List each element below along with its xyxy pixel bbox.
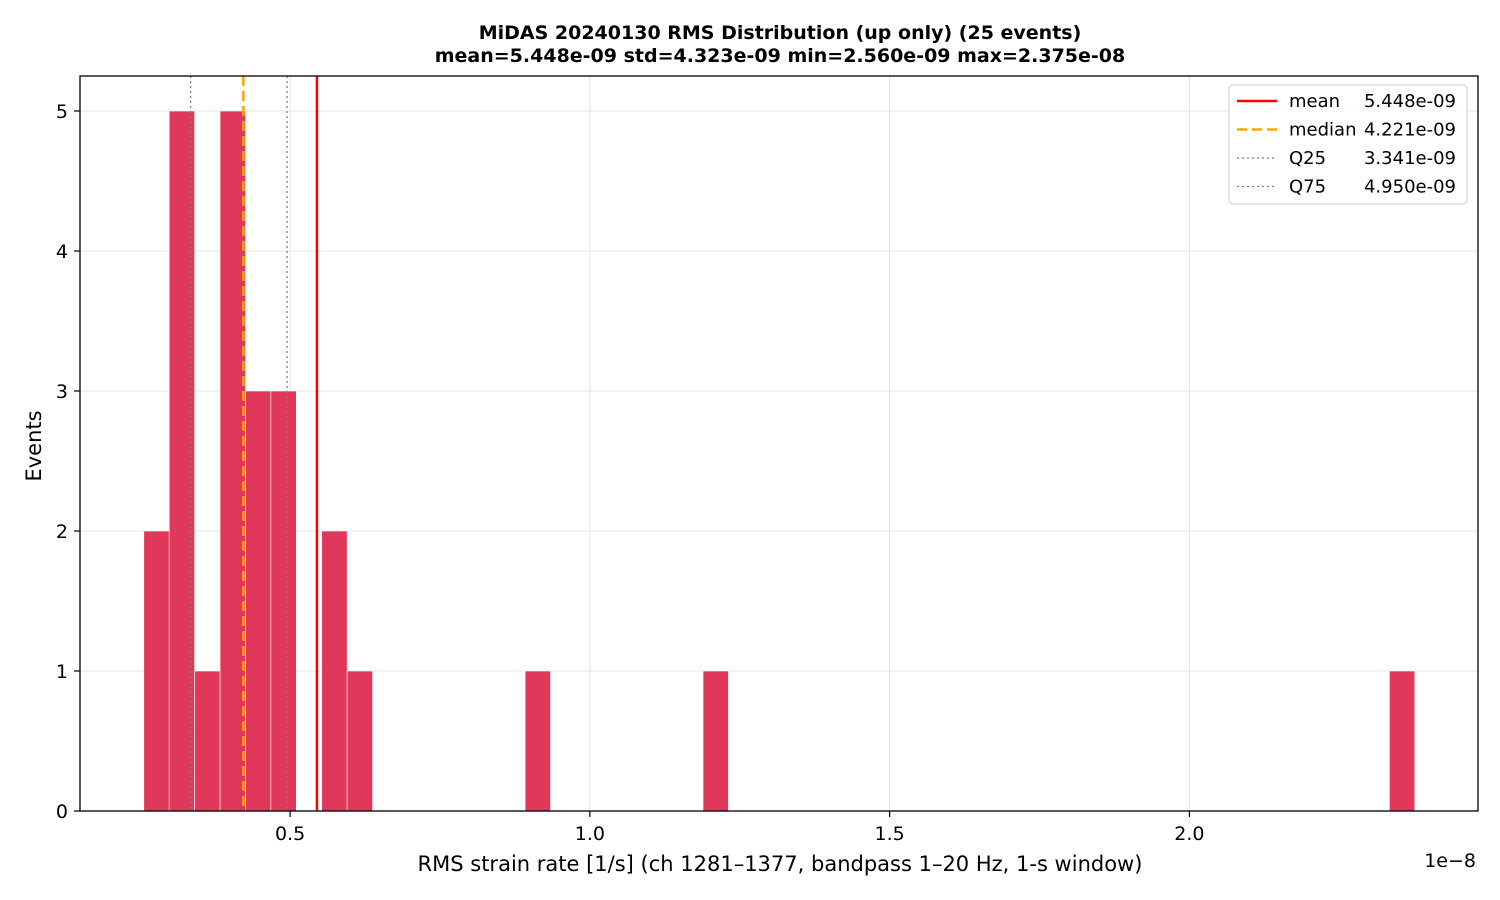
legend-value-mean: 5.448e-09 (1364, 91, 1456, 112)
histogram-bar (346, 670, 373, 812)
y-tick-label: 0 (56, 801, 68, 823)
y-tick-label: 5 (56, 101, 68, 123)
histogram-bar (194, 670, 221, 812)
histogram-bar (1389, 670, 1416, 812)
histogram-bar (219, 110, 246, 812)
legend-value-median: 4.221e-09 (1364, 120, 1456, 141)
x-axis-ticks: 0.5 1.0 1.5 2.0 (275, 811, 1204, 845)
y-tick-label: 4 (56, 241, 68, 263)
y-axis-label: Events (22, 410, 46, 481)
y-tick-label: 3 (56, 381, 68, 403)
x-tick-label: 2.0 (1174, 823, 1204, 845)
legend-label-median: median (1289, 120, 1356, 141)
chart-subtitle: mean=5.448e-09 std=4.323e-09 min=2.560e-… (435, 45, 1126, 67)
legend-value-Q75: 4.950e-09 (1364, 177, 1456, 198)
x-axis-label: RMS strain rate [1/s] (ch 1281–1377, ban… (418, 852, 1143, 876)
x-axis-offset-label: 1e−8 (1424, 850, 1476, 872)
y-tick-label: 2 (56, 521, 68, 543)
legend: mean 5.448e-09 median 4.221e-09 Q25 3.341e-09… (1228, 84, 1468, 205)
x-tick-label: 1.5 (875, 823, 905, 845)
reference-lines (189, 76, 319, 811)
histogram-bar (524, 670, 551, 812)
x-tick-label: 0.5 (275, 823, 305, 845)
legend-value-Q25: 3.341e-09 (1364, 148, 1456, 169)
legend-label-mean: mean (1289, 91, 1340, 112)
legend-box (1228, 84, 1468, 205)
legend-label-Q75: Q75 (1289, 177, 1326, 198)
y-tick-label: 1 (56, 661, 68, 683)
histogram-bar (270, 390, 297, 812)
histogram-bar (321, 530, 348, 812)
plot-frame (79, 75, 1479, 812)
x-tick-label: 1.0 (575, 823, 605, 845)
histogram-bar (143, 530, 170, 812)
chart-title: MiDAS 20240130 RMS Distribution (up only… (479, 22, 1082, 44)
histogram-bars (143, 110, 1416, 812)
legend-label-Q25: Q25 (1289, 148, 1326, 169)
histogram-bar (245, 390, 272, 812)
y-axis-ticks: 0 1 2 3 4 5 (56, 101, 80, 823)
histogram-bar (702, 670, 729, 812)
